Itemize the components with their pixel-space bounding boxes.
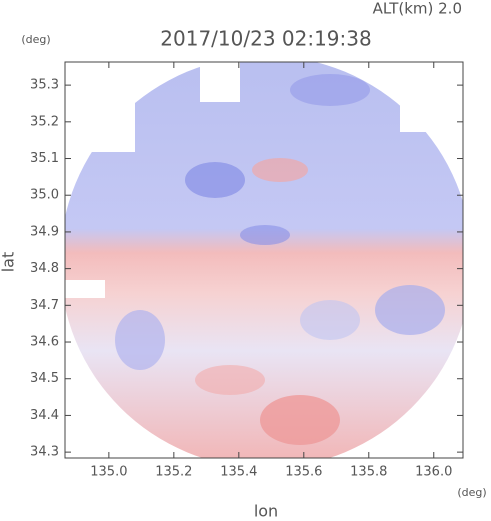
y-tick-label: 35.0 (30, 188, 59, 203)
radar-field (65, 62, 463, 458)
y-unit: (deg) (21, 33, 50, 46)
x-unit: (deg) (457, 486, 486, 499)
plot-frame (64, 61, 464, 459)
y-tick-label: 34.5 (30, 371, 59, 386)
y-tick-label: 34.7 (30, 298, 59, 313)
y-tick-label: 34.4 (30, 408, 59, 423)
x-tick-label: 135.4 (220, 465, 257, 480)
y-tick-label: 35.1 (30, 151, 59, 166)
y-tick-label: 34.8 (30, 261, 59, 276)
x-tick-label: 135.0 (90, 465, 127, 480)
altitude-label: ALT(km) 2.0 (373, 0, 462, 18)
x-tick-label: 136.0 (415, 465, 452, 480)
y-tick-label: 34.6 (30, 335, 59, 350)
x-tick-label: 135.2 (155, 465, 192, 480)
x-axis-label: lon (254, 502, 278, 521)
y-axis-label: lat (0, 252, 18, 273)
y-tick-label: 35.3 (30, 78, 59, 93)
y-tick-label: 34.9 (30, 224, 59, 239)
chart-title: 2017/10/23 02:19:38 (160, 27, 371, 51)
x-tick-label: 135.8 (350, 465, 387, 480)
y-tick-label: 35.2 (30, 114, 59, 129)
x-tick-label: 135.6 (285, 465, 322, 480)
y-tick-label: 34.3 (30, 445, 59, 460)
